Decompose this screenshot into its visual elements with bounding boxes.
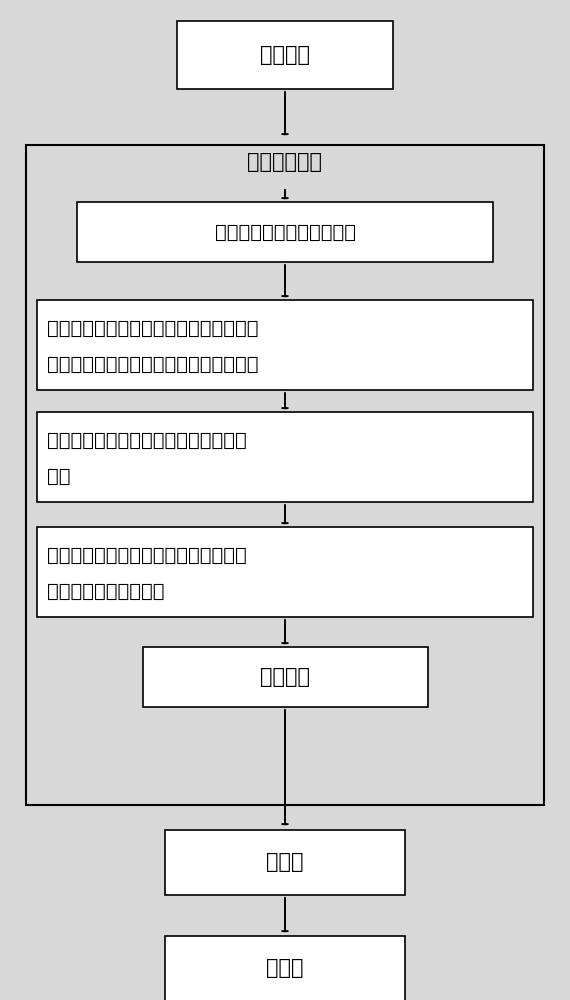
Text: 板与环状开口冷却至常温时形成过盈配合: 板与环状开口冷却至常温时形成过盈配合 bbox=[47, 355, 259, 374]
Text: 对接接头进行激光焊接: 对接接头进行激光焊接 bbox=[47, 582, 165, 601]
Text: 对活塞头部和环形密封板进行焊前整体: 对活塞头部和环形密封板进行焊前整体 bbox=[47, 431, 247, 450]
Bar bbox=[165, 830, 405, 894]
Bar bbox=[26, 145, 544, 805]
Bar bbox=[37, 300, 533, 390]
Text: 对环形密封板与环状开口的内外圈焊接: 对环形密封板与环状开口的内外圈焊接 bbox=[47, 546, 247, 565]
Text: 零件加工: 零件加工 bbox=[260, 45, 310, 65]
Bar bbox=[77, 202, 493, 262]
Text: 将环形密封板压入环状开口，使环形密封: 将环形密封板压入环状开口，使环形密封 bbox=[47, 319, 259, 338]
Text: 预热环形密封板和环状开口: 预热环形密封板和环状开口 bbox=[214, 223, 356, 241]
Text: 热处理: 热处理 bbox=[266, 852, 304, 872]
Text: 后加工: 后加工 bbox=[266, 958, 304, 978]
Bar bbox=[165, 936, 405, 1000]
Text: 预热: 预热 bbox=[47, 467, 71, 486]
Text: 激光焊接组装: 激光焊接组装 bbox=[247, 152, 323, 172]
Bar bbox=[142, 647, 428, 707]
Bar bbox=[37, 412, 533, 502]
Bar bbox=[37, 527, 533, 617]
Bar bbox=[177, 21, 393, 89]
Text: 焊后缓冷: 焊后缓冷 bbox=[260, 667, 310, 687]
